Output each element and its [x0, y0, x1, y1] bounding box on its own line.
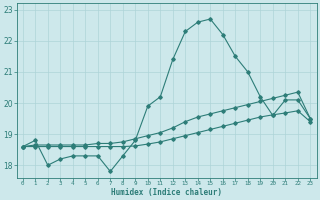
- X-axis label: Humidex (Indice chaleur): Humidex (Indice chaleur): [111, 188, 222, 197]
